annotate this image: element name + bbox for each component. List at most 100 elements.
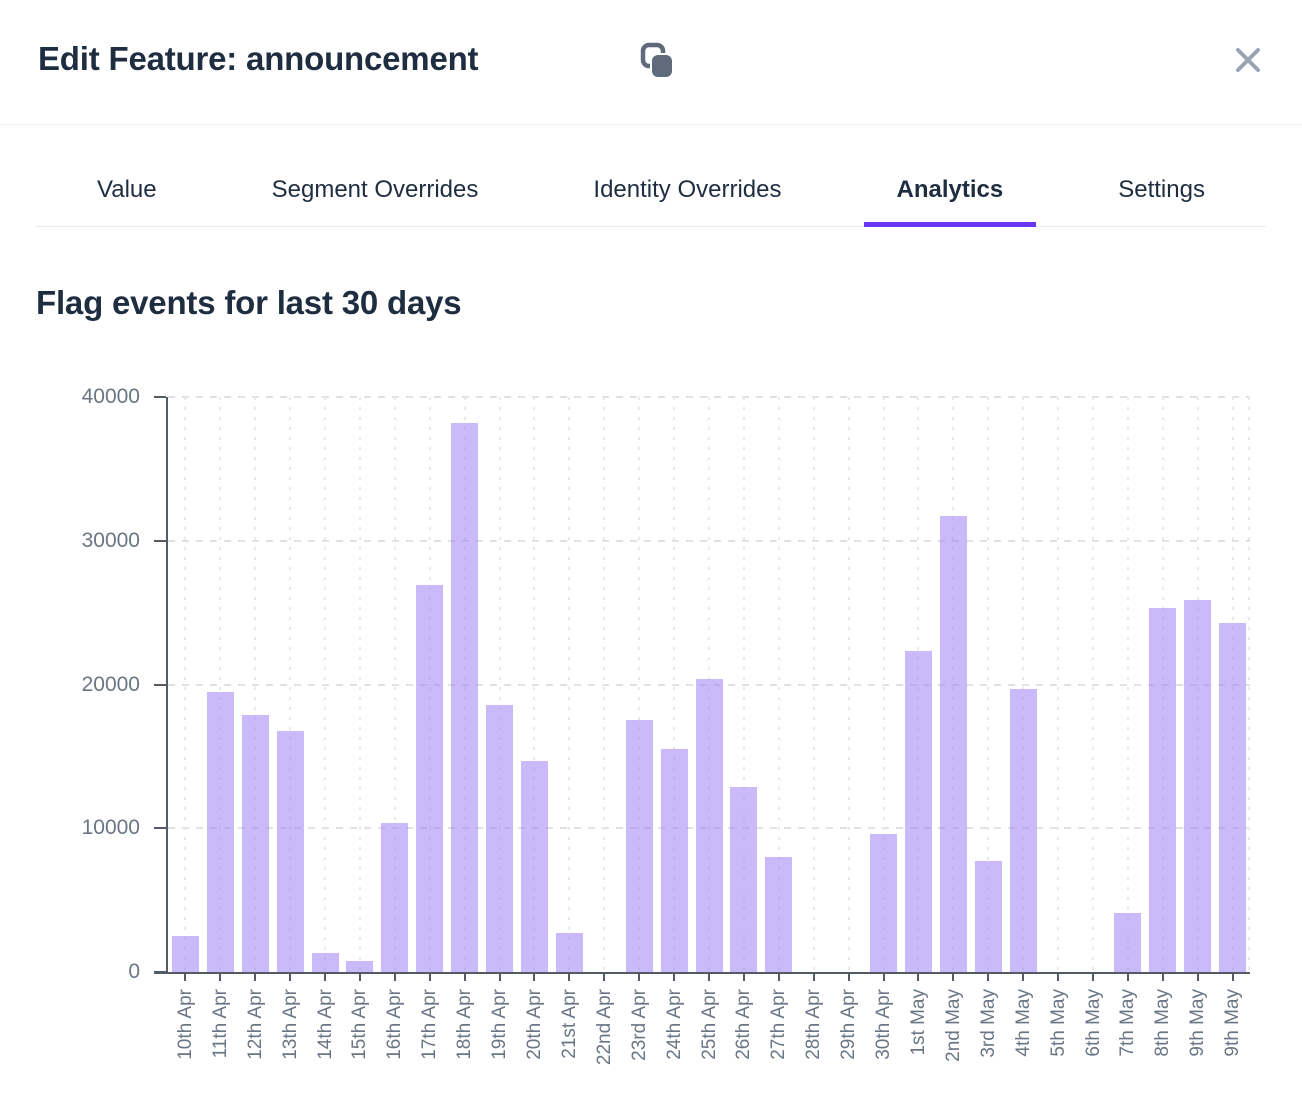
bar-12th-apr (241, 714, 269, 972)
bar-8th-may (1149, 608, 1177, 972)
x-tick-label: 27th Apr (768, 989, 790, 1060)
bar-19th-apr (486, 704, 514, 972)
x-tick (393, 974, 396, 981)
x-tick (1231, 974, 1234, 981)
v-gridline (847, 397, 850, 972)
v-gridline (777, 397, 780, 972)
bar-1st-may (904, 651, 932, 972)
tab-segment-overrides[interactable]: Segment Overrides (239, 170, 512, 226)
x-tick (917, 974, 920, 981)
x-tick (533, 974, 536, 981)
x-tick (1126, 974, 1129, 981)
bar-7th-may (1114, 913, 1142, 972)
plot-area (168, 396, 1250, 972)
x-tick-label: 18th Apr (454, 989, 476, 1060)
tab-identity-overrides[interactable]: Identity Overrides (560, 170, 814, 226)
x-tick (1091, 974, 1094, 981)
x-tick-label: 14th Apr (314, 989, 336, 1060)
x-tick (184, 974, 187, 981)
x-tick (603, 974, 606, 981)
v-gridline (498, 397, 501, 972)
bar-4th-may (1009, 688, 1037, 972)
bar-3rd-may (974, 861, 1002, 972)
bar-24th-apr (660, 749, 688, 972)
x-tick-label: 1st May (907, 989, 929, 1056)
x-tick (638, 974, 641, 981)
bar-2nd-may (939, 516, 967, 972)
close-modal-button[interactable] (1230, 42, 1266, 78)
bar-25th-apr (695, 678, 723, 972)
v-gridline (1126, 397, 1129, 972)
x-axis-labels: 10th Apr 11th Apr 12th Apr 13th Apr 14th Apr… (168, 989, 1250, 1101)
y-tick (154, 396, 166, 398)
bar-9th-may (1219, 622, 1247, 972)
y-tick-label: 10000 (81, 816, 140, 840)
bar-11th-apr (206, 691, 234, 972)
v-gridline (568, 397, 571, 972)
x-tick (1057, 974, 1060, 981)
y-tick-label: 40000 (81, 385, 140, 408)
v-gridline (673, 397, 676, 972)
x-tick-label: 21st Apr (558, 989, 580, 1059)
v-gridline (254, 397, 257, 972)
bar-15th-apr (346, 961, 374, 972)
x-tick (708, 974, 710, 981)
x-tick-label: 29th Apr (838, 989, 860, 1060)
x-tick-label: 4th May (1012, 989, 1034, 1057)
x-tick-label: 19th Apr (489, 989, 511, 1060)
v-gridline (987, 397, 990, 972)
x-tick (498, 974, 501, 981)
x-tick (777, 974, 780, 981)
flag-events-chart: 0 10000 20000 30000 40000 10th Apr 11th Apr 12… (0, 385, 1302, 1102)
x-tick-label: 13th Apr (279, 989, 301, 1060)
x-tick-label: 24th Apr (663, 989, 685, 1060)
modal-title: Edit Feature: announcement (38, 40, 479, 77)
v-gridline (219, 397, 222, 972)
bar-9th-may (1184, 599, 1212, 972)
v-gridline (638, 397, 641, 972)
x-tick-label: 11th Apr (209, 989, 231, 1059)
tab-settings[interactable]: Settings (1085, 170, 1238, 226)
y-tick-label: 0 (128, 960, 140, 983)
x-tick-label: 10th Apr (174, 989, 196, 1060)
x-tick-label: 22nd Apr (593, 989, 615, 1066)
x-tick-label: 6th May (1082, 989, 1104, 1057)
chart-title: Flag events for last 30 days (36, 284, 462, 321)
y-tick (154, 827, 166, 830)
bar-14th-apr (311, 953, 339, 972)
tab-bar: Value Segment Overrides Identity Overrid… (36, 170, 1266, 227)
x-tick-label: 3rd May (977, 989, 999, 1058)
bar-20th-apr (520, 760, 548, 972)
v-gridline (393, 397, 396, 972)
bar-23rd-apr (625, 720, 653, 972)
x-tick-label: 28th Apr (803, 989, 825, 1060)
v-gridline (1057, 397, 1060, 972)
x-tick (952, 974, 955, 981)
bar-17th-apr (416, 585, 444, 972)
close-icon (1230, 42, 1266, 78)
y-tick-label: 30000 (81, 528, 140, 552)
x-tick (812, 974, 815, 981)
x-tick-label: 2nd May (942, 989, 964, 1062)
x-tick-label: 30th Apr (873, 989, 895, 1060)
x-tick-label: 16th Apr (384, 989, 406, 1060)
x-tick (289, 974, 292, 981)
tab-value[interactable]: Value (64, 170, 190, 226)
bar-26th-apr (730, 786, 758, 972)
x-tick-label: 9th May (1187, 989, 1209, 1057)
bar-27th-apr (765, 857, 793, 972)
x-tick-label: 8th May (1152, 989, 1174, 1057)
x-tick (882, 974, 885, 981)
bar-21st-apr (555, 933, 583, 972)
x-tick (847, 974, 850, 981)
x-tick-label: 7th May (1117, 989, 1139, 1057)
v-gridline (324, 397, 327, 972)
x-tick (219, 974, 222, 981)
copy-feature-name-button[interactable] (640, 42, 676, 80)
x-tick (673, 974, 676, 981)
x-tick (742, 974, 745, 981)
x-tick-label: 25th Apr (698, 989, 720, 1060)
tab-analytics[interactable]: Analytics (863, 170, 1037, 227)
v-gridline (289, 397, 292, 972)
